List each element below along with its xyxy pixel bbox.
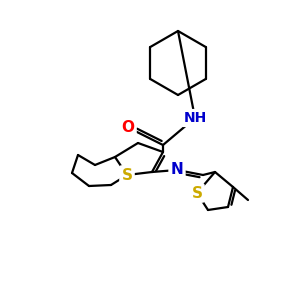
Text: N: N (171, 163, 183, 178)
Text: S: S (191, 185, 203, 200)
Text: S: S (122, 167, 133, 182)
Text: O: O (122, 119, 134, 134)
Text: NH: NH (183, 111, 207, 125)
